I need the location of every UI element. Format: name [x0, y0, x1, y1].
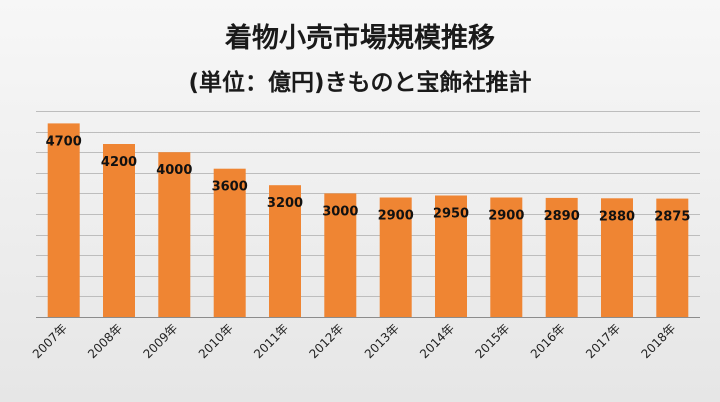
data-label: 3200 — [267, 196, 303, 211]
x-tick-label: 2010年 — [196, 321, 236, 361]
x-tick-label: 2009年 — [140, 321, 180, 361]
bar-2014年 — [435, 195, 467, 317]
data-label: 3000 — [322, 204, 358, 219]
chart-title: 着物小売市場規模推移 — [224, 22, 495, 54]
bar-2017年 — [601, 198, 633, 317]
data-label: 2900 — [488, 209, 524, 224]
x-tick-label: 2012年 — [306, 321, 346, 361]
x-tick-label: 2008年 — [85, 321, 125, 361]
bar-2013年 — [379, 197, 412, 317]
data-label: 4000 — [156, 163, 192, 178]
x-tick-label: 2016年 — [528, 321, 568, 361]
x-tick-label: 2014年 — [417, 321, 457, 361]
x-tick-label: 2007年 — [30, 321, 70, 361]
data-label: 4200 — [101, 155, 137, 170]
bar-2016年 — [545, 197, 578, 317]
chart-subtitle: (単位：億円)きものと宝飾社推計 — [188, 69, 531, 96]
bar-2009年 — [158, 152, 191, 317]
gridlines — [36, 111, 700, 318]
data-label: 2880 — [599, 209, 635, 224]
data-label: 3600 — [212, 180, 248, 195]
x-tick-label: 2015年 — [472, 321, 512, 361]
data-label: 2875 — [654, 210, 690, 225]
data-label: 2900 — [378, 209, 414, 224]
x-axis-ticks: 2007年 2008年 2009年 2010年 2011年 2012年 2013年 2014年… — [30, 321, 679, 361]
data-label: 2950 — [433, 207, 469, 222]
x-tick-label: 2018年 — [638, 321, 678, 361]
data-labels: 4700 4200 4000 3600 3200 3000 2900 2950 2900 2890… — [46, 134, 691, 224]
bar-2010年 — [213, 168, 246, 317]
bar-2011年 — [269, 185, 301, 317]
x-tick-label: 2017年 — [583, 321, 623, 361]
bars — [47, 123, 689, 318]
bar-2008年 — [103, 144, 135, 317]
bar-2012年 — [324, 193, 357, 317]
bar-2007年 — [47, 123, 80, 318]
bar-2015年 — [490, 197, 523, 317]
x-tick-label: 2013年 — [362, 321, 402, 361]
bar-2018年 — [656, 198, 689, 317]
data-label: 4700 — [46, 134, 82, 149]
x-tick-label: 2011年 — [251, 321, 291, 361]
data-label: 2890 — [544, 209, 580, 224]
